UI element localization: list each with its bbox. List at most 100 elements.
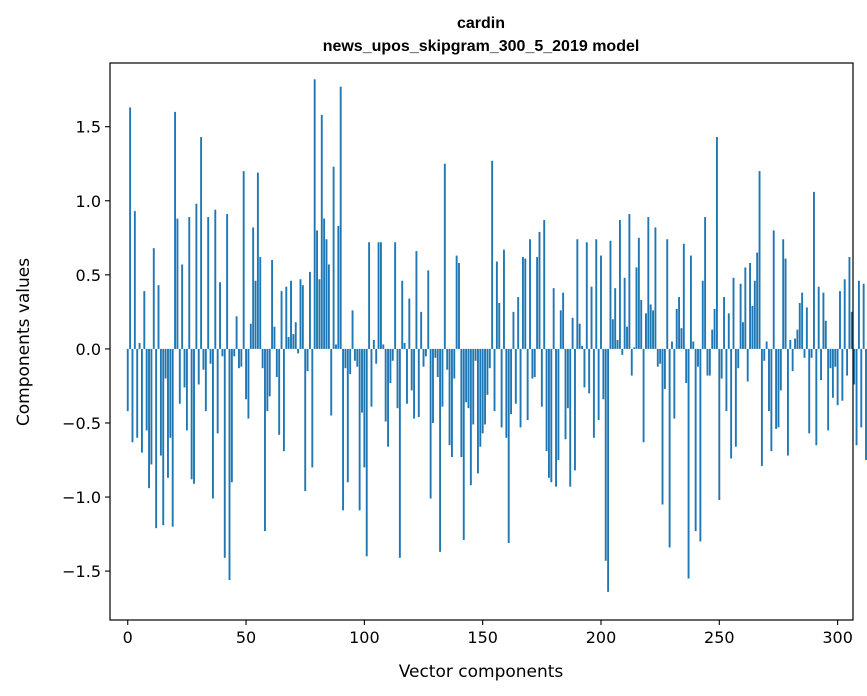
bar (176, 218, 179, 349)
bar (226, 214, 229, 349)
bar (313, 79, 316, 349)
x-tick-label: 150 (467, 628, 498, 647)
bar (219, 282, 221, 349)
bar (417, 348, 420, 418)
bar (448, 348, 451, 446)
x-tick-label: 250 (704, 628, 735, 647)
bar (758, 171, 761, 349)
bar (592, 348, 595, 438)
bar (145, 348, 148, 431)
bar (311, 348, 314, 468)
y-tick-label: −0.5 (62, 414, 101, 433)
bar (136, 348, 139, 438)
bar (271, 260, 274, 349)
bar (630, 348, 633, 376)
bar (384, 348, 387, 422)
bar (510, 348, 513, 415)
bar (223, 348, 226, 558)
bar (578, 323, 581, 349)
bar (725, 348, 728, 412)
bar (637, 237, 640, 349)
bar (533, 348, 536, 378)
bar (692, 341, 695, 349)
bar (337, 225, 340, 349)
chart-title: cardin (457, 15, 505, 32)
bar (152, 248, 155, 349)
bar (521, 257, 524, 349)
bar (588, 348, 591, 394)
bar (240, 348, 243, 367)
bar (138, 342, 141, 349)
bar (862, 283, 865, 349)
bar (477, 348, 479, 474)
bar (233, 348, 236, 357)
bar (167, 348, 169, 478)
bar (282, 348, 285, 452)
bar (689, 255, 692, 349)
bar (280, 291, 283, 349)
bar (230, 348, 233, 483)
bar (682, 243, 685, 349)
bar (266, 348, 269, 412)
bar (831, 348, 834, 398)
bar (228, 348, 231, 581)
bar (730, 348, 733, 459)
bar (855, 348, 858, 446)
bar (462, 348, 465, 541)
bar (195, 203, 198, 349)
bar (264, 348, 266, 532)
bar (763, 348, 766, 361)
bar (562, 292, 565, 349)
bar (540, 348, 543, 407)
bar (254, 280, 257, 349)
bar (536, 257, 539, 349)
bar (839, 291, 841, 349)
bar (760, 348, 763, 466)
bar (512, 311, 515, 349)
x-tick-label: 200 (586, 628, 617, 647)
bar (645, 313, 647, 349)
bar (422, 348, 425, 367)
bar (427, 270, 430, 349)
bar (339, 86, 342, 349)
bar (278, 348, 281, 435)
bar (252, 227, 255, 349)
bar (131, 348, 134, 443)
bar (408, 298, 411, 349)
bar (524, 258, 527, 349)
bar (751, 305, 754, 349)
bar (659, 348, 662, 364)
bar (661, 348, 664, 505)
bar (207, 217, 210, 349)
bar (777, 348, 780, 428)
bar (649, 304, 652, 349)
bar (200, 137, 203, 349)
bar (188, 217, 191, 349)
bar (834, 348, 837, 367)
bar (798, 302, 801, 349)
bar (765, 341, 768, 349)
bar (846, 348, 849, 376)
bar (171, 348, 174, 527)
bar (141, 348, 143, 453)
plot-frame (109, 62, 854, 621)
bar (413, 348, 416, 419)
bar (273, 326, 276, 349)
bar (829, 348, 832, 369)
bar (642, 348, 645, 443)
bar (507, 348, 510, 543)
bar (569, 348, 572, 487)
bar (178, 348, 181, 404)
bar (174, 111, 177, 349)
bar (704, 217, 707, 349)
bar (559, 310, 562, 349)
bar (779, 348, 782, 391)
bar (351, 310, 354, 349)
bar (550, 348, 553, 483)
bar (469, 348, 472, 486)
bar (299, 279, 302, 349)
bar (169, 348, 172, 438)
bar (604, 348, 607, 561)
bar (753, 280, 756, 349)
bar (609, 240, 612, 349)
